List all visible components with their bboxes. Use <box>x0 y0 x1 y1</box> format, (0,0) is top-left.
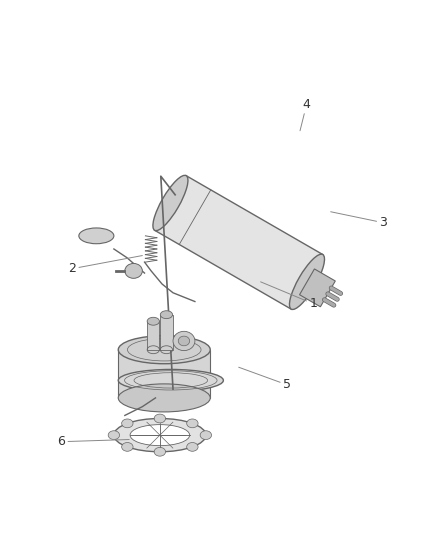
Ellipse shape <box>122 442 133 451</box>
Text: 5: 5 <box>239 367 291 391</box>
Ellipse shape <box>118 384 210 412</box>
Ellipse shape <box>79 228 114 244</box>
Ellipse shape <box>122 419 133 428</box>
Ellipse shape <box>187 442 198 451</box>
Ellipse shape <box>290 254 325 310</box>
Text: 2: 2 <box>68 255 142 275</box>
Polygon shape <box>155 176 323 309</box>
Ellipse shape <box>153 175 188 231</box>
Ellipse shape <box>125 263 142 278</box>
Ellipse shape <box>154 447 166 456</box>
Text: 1: 1 <box>261 282 317 310</box>
Ellipse shape <box>160 311 173 319</box>
Ellipse shape <box>114 418 206 452</box>
Text: 3: 3 <box>331 212 387 229</box>
Polygon shape <box>147 321 159 350</box>
Ellipse shape <box>154 414 166 423</box>
Polygon shape <box>300 269 336 307</box>
Polygon shape <box>160 314 173 350</box>
Ellipse shape <box>173 332 195 351</box>
Ellipse shape <box>130 425 190 446</box>
Ellipse shape <box>187 419 198 428</box>
Ellipse shape <box>178 336 190 346</box>
Text: 6: 6 <box>57 435 129 448</box>
Ellipse shape <box>147 317 159 325</box>
Ellipse shape <box>200 431 212 440</box>
Ellipse shape <box>108 431 120 440</box>
Ellipse shape <box>118 336 210 364</box>
Polygon shape <box>118 350 210 398</box>
Ellipse shape <box>118 369 223 391</box>
Text: 4: 4 <box>300 98 311 131</box>
